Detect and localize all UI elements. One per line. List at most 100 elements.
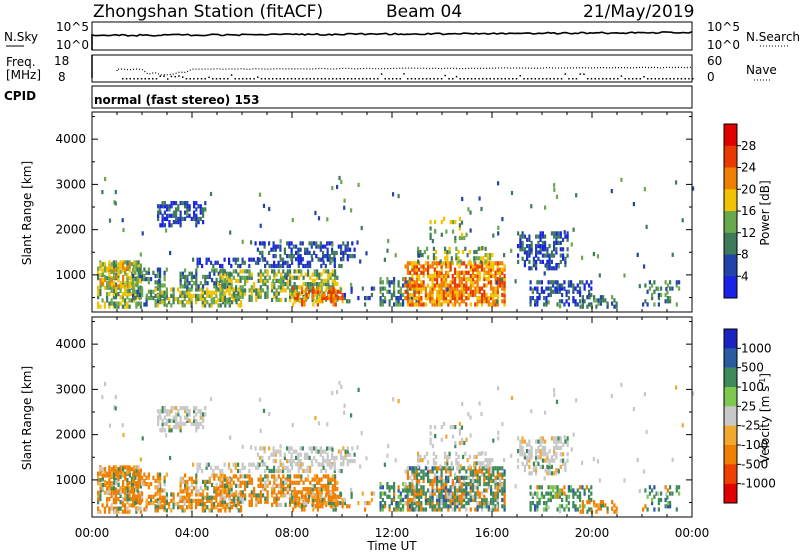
velocity-cell — [466, 458, 469, 463]
velocity-cell — [309, 493, 312, 498]
velocity-cell — [327, 490, 330, 495]
velocity-cell — [154, 508, 157, 513]
power-cell — [195, 216, 198, 221]
velocity-cell — [325, 483, 328, 488]
velocity-cell — [555, 399, 559, 404]
power-cell — [393, 289, 396, 294]
power-cell — [529, 302, 532, 307]
velocity-cell — [632, 407, 635, 412]
velocity-cell — [422, 485, 425, 490]
power-cell — [431, 273, 434, 279]
power-cell — [553, 231, 556, 236]
velocity-cell — [272, 459, 275, 464]
velocity-cell — [128, 503, 131, 508]
power-cell — [223, 297, 226, 302]
power-cell — [124, 285, 127, 290]
power-cell — [302, 263, 305, 269]
power-cell — [193, 213, 196, 218]
power-cell — [499, 267, 502, 272]
power-cell — [264, 282, 267, 287]
power-cell — [494, 273, 497, 279]
power-cell — [364, 296, 367, 301]
power-cell — [557, 240, 560, 245]
power-cell — [530, 247, 533, 252]
velocity-cells — [97, 380, 695, 514]
power-cell — [108, 292, 111, 297]
velocity-cell — [122, 432, 125, 438]
velocity-cell — [500, 482, 503, 488]
velocity-cell — [386, 485, 389, 490]
velocity-cell — [166, 412, 169, 417]
velocity-cell — [195, 418, 198, 423]
velocity-cell — [326, 422, 329, 427]
velocity-cell — [472, 482, 475, 487]
power-cell — [681, 218, 684, 223]
freq-point — [534, 78, 536, 80]
velocity-cell — [291, 499, 294, 504]
power-cell — [535, 234, 538, 239]
power-cell — [424, 292, 427, 298]
power-cell — [454, 302, 457, 307]
power-cell — [246, 278, 249, 283]
velocity-cell — [124, 506, 127, 511]
velocity-cell — [315, 446, 318, 451]
power-cell — [292, 302, 295, 307]
power-cell — [531, 287, 534, 292]
velocity-cell — [492, 438, 495, 443]
velocity-cell — [165, 492, 168, 497]
power-cell — [311, 282, 314, 287]
velocity-cell — [292, 459, 295, 464]
power-cell — [332, 286, 335, 291]
velocity-cell — [519, 439, 522, 444]
power-cell — [202, 213, 205, 218]
velocity-cell — [136, 494, 139, 499]
velocity-cell — [478, 466, 481, 471]
velocity-cell — [451, 501, 454, 506]
power-cell — [561, 283, 564, 288]
power-cell — [223, 278, 226, 283]
velocity-cell — [112, 497, 115, 502]
velocity-cell — [460, 497, 463, 503]
velocity-cell — [481, 469, 484, 474]
velocity-cell — [246, 480, 249, 485]
power-cell — [427, 292, 430, 298]
velocity-cell — [328, 497, 331, 503]
velocity-cell — [420, 469, 423, 474]
power-cell — [550, 231, 553, 236]
velocity-cell — [221, 468, 224, 474]
power-cell — [433, 283, 436, 288]
velocity-cell — [291, 465, 294, 470]
power-cell — [291, 294, 294, 299]
power-cell — [256, 247, 259, 252]
power-cell — [550, 259, 553, 264]
power-cell — [510, 190, 514, 196]
velocity-cell — [282, 462, 285, 467]
velocity-cell — [304, 452, 307, 457]
power-cell — [168, 220, 171, 225]
power-cell — [326, 241, 329, 246]
velocity-cell — [213, 501, 216, 507]
velocity-cell — [467, 482, 470, 487]
power-cell — [257, 291, 260, 296]
power-cell — [181, 300, 184, 305]
power-cell — [653, 289, 656, 294]
power-cell — [342, 250, 345, 255]
velocity-cell — [320, 462, 323, 467]
velocity-cell — [292, 507, 295, 512]
velocity-cell — [318, 462, 321, 467]
velocity-cell — [546, 468, 549, 473]
power-cell — [232, 275, 235, 280]
power-cell — [572, 227, 575, 232]
velocity-cell — [237, 499, 240, 504]
velocity-cell — [415, 504, 418, 509]
power-cell — [279, 257, 282, 262]
power-cell — [292, 244, 295, 249]
power-cell — [137, 260, 140, 265]
velocity-cell — [604, 503, 607, 508]
velocity-cell — [237, 492, 240, 497]
velocity-cell — [411, 482, 414, 487]
power-cell — [496, 277, 499, 282]
velocity-cell — [476, 504, 479, 509]
power-cell — [475, 256, 478, 261]
power-cell — [215, 287, 218, 292]
